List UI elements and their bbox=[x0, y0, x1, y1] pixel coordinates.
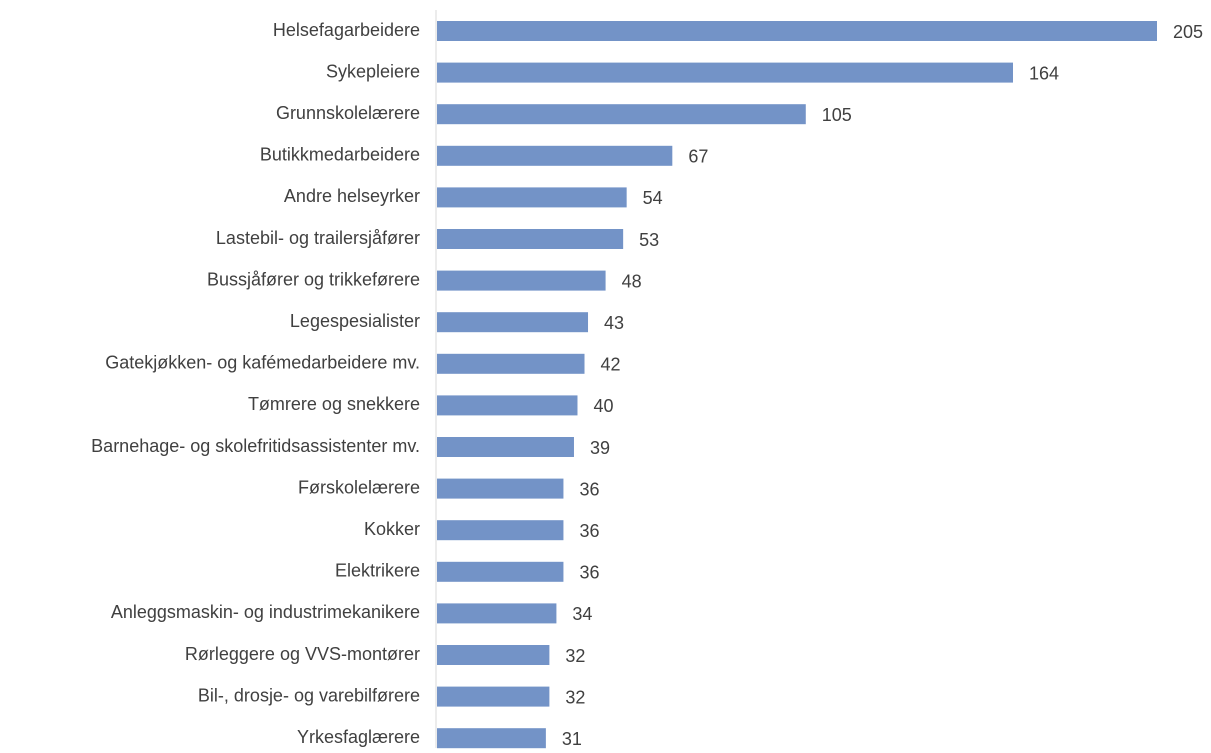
bar bbox=[437, 520, 564, 541]
value-label: 205 bbox=[1173, 22, 1203, 42]
bar bbox=[437, 312, 589, 333]
category-label: Sykepleiere bbox=[326, 61, 420, 81]
value-label: 53 bbox=[639, 230, 659, 250]
bar bbox=[437, 561, 564, 582]
category-label: Helsefagarbeidere bbox=[273, 20, 420, 40]
value-label: 54 bbox=[643, 188, 663, 208]
bar bbox=[437, 62, 1013, 83]
value-label: 34 bbox=[572, 604, 592, 624]
value-label: 32 bbox=[565, 646, 585, 666]
bar bbox=[437, 686, 550, 707]
category-label: Bil-, drosje- og varebilførere bbox=[198, 685, 420, 705]
category-label: Anleggsmaskin- og industrimekanikere bbox=[111, 602, 420, 622]
bar bbox=[437, 645, 550, 665]
value-label: 31 bbox=[562, 729, 582, 749]
bar bbox=[437, 395, 578, 416]
bar bbox=[437, 187, 627, 208]
category-label: Lastebil- og trailersjåfører bbox=[216, 228, 420, 248]
category-label: Førskolelærere bbox=[298, 477, 420, 497]
value-label: 105 bbox=[822, 105, 852, 125]
value-label: 36 bbox=[579, 563, 599, 583]
bar bbox=[437, 728, 546, 749]
bar bbox=[437, 21, 1157, 41]
category-label: Rørleggere og VVS-montører bbox=[185, 644, 420, 664]
bar bbox=[437, 229, 624, 249]
category-label: Grunnskolelærere bbox=[276, 103, 420, 123]
category-label: Yrkesfaglærere bbox=[297, 727, 420, 747]
bar bbox=[437, 437, 574, 457]
value-label: 67 bbox=[688, 147, 708, 167]
category-label: Gatekjøkken- og kafémedarbeidere mv. bbox=[105, 353, 420, 373]
category-label: Barnehage- og skolefritidsassistenter mv… bbox=[91, 436, 420, 456]
bar bbox=[437, 603, 557, 624]
category-label: Bussjåfører og trikkeførere bbox=[207, 269, 420, 289]
bar bbox=[437, 478, 564, 499]
value-label: 48 bbox=[622, 271, 642, 291]
category-label: Andre helseyrker bbox=[284, 186, 420, 206]
value-label: 164 bbox=[1029, 63, 1059, 83]
bar bbox=[437, 353, 585, 374]
value-label: 39 bbox=[590, 438, 610, 458]
value-label: 32 bbox=[565, 687, 585, 707]
category-label: Legespesialister bbox=[290, 311, 420, 331]
value-label: 36 bbox=[579, 521, 599, 541]
value-label: 42 bbox=[601, 355, 621, 375]
bar bbox=[437, 270, 606, 291]
category-label: Elektrikere bbox=[335, 561, 420, 581]
value-label: 43 bbox=[604, 313, 624, 333]
category-label: Kokker bbox=[364, 519, 420, 539]
category-label: Butikkmedarbeidere bbox=[260, 145, 420, 165]
bar bbox=[437, 145, 673, 166]
value-label: 40 bbox=[593, 396, 613, 416]
bar bbox=[437, 104, 806, 125]
category-label: Tømrere og snekkere bbox=[248, 394, 420, 414]
value-label: 36 bbox=[579, 479, 599, 499]
